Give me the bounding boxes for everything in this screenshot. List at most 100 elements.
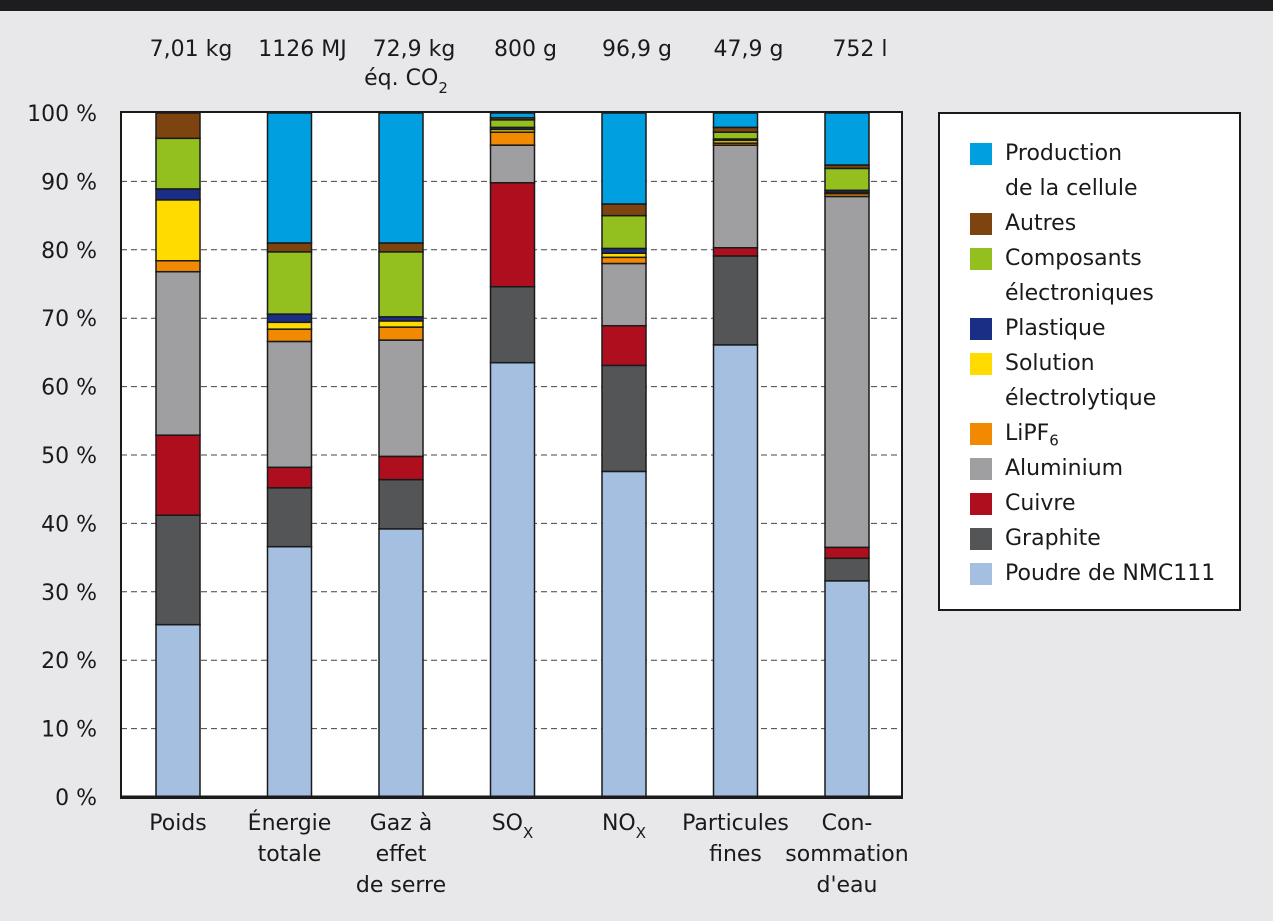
x-category-label: Con-sommation d'eau xyxy=(785,811,908,898)
y-tick-label: 10 % xyxy=(41,718,97,743)
x-category-label: SOX xyxy=(492,811,534,842)
bar-segment xyxy=(266,545,313,798)
bar-segment xyxy=(824,195,870,549)
bar-segment xyxy=(266,313,313,324)
bar-segment xyxy=(155,199,201,262)
legend-label: Production de la cellule xyxy=(1005,141,1138,201)
bar-segment xyxy=(378,326,424,341)
y-tick-label: 30 % xyxy=(41,581,97,606)
bar-segment xyxy=(266,321,313,330)
bar-segment xyxy=(601,203,647,217)
y-tick-label: 70 % xyxy=(41,307,97,332)
legend-label: Composants électroniques xyxy=(1005,246,1154,306)
bar-total-label: 96,9 g xyxy=(602,37,672,62)
bar-segment xyxy=(266,466,313,489)
legend-label: Poudre de NMC111 xyxy=(1005,561,1216,586)
bar-segment xyxy=(266,112,313,244)
bar-segment xyxy=(378,320,424,328)
bar-segment xyxy=(378,528,424,798)
legend-label: Plastique xyxy=(1005,316,1106,341)
bar-segment xyxy=(155,259,201,273)
bar-segment xyxy=(489,131,536,146)
bar-segment xyxy=(824,580,870,798)
x-category-label: Énergie totale xyxy=(248,810,332,867)
x-category-label: Particules fines xyxy=(682,811,789,867)
bar-segment xyxy=(824,557,870,582)
bar-segment xyxy=(601,262,647,327)
bar-segment xyxy=(712,255,759,346)
bar-segment xyxy=(266,340,313,469)
bar-total-label: 47,9 g xyxy=(714,37,784,62)
bar-segment xyxy=(601,112,647,205)
bar-segment xyxy=(266,242,313,253)
bar-segment xyxy=(378,112,424,244)
bar-segment xyxy=(601,256,647,265)
x-category-label: Gaz à effet de serre xyxy=(356,811,446,898)
y-tick-label: 100 % xyxy=(27,102,97,127)
legend-swatch xyxy=(970,423,992,445)
legend-label: Solution électrolytique xyxy=(1005,351,1157,411)
bar-segment xyxy=(489,182,536,288)
bar-segment xyxy=(601,324,647,367)
top-bar xyxy=(0,0,1273,11)
bar-segment xyxy=(378,242,424,253)
legend-swatch xyxy=(970,213,992,235)
bar-total-label: 800 g xyxy=(494,37,557,62)
legend: Production de la cellule Autres Composants é… xyxy=(938,112,1241,611)
bar-segment xyxy=(824,167,870,192)
y-tick-label: 80 % xyxy=(41,239,97,264)
bar-segment xyxy=(155,623,201,798)
legend-label: Cuivre xyxy=(1005,491,1076,516)
bar-segment xyxy=(601,364,647,473)
y-axis-ticks: 0 % 10 % 20 % 30 % 40 % 50 % 60 % 70 % 80 % 90 % 1… xyxy=(27,102,97,811)
bar-segment xyxy=(824,112,870,166)
legend-swatch xyxy=(970,493,992,515)
bar-segment xyxy=(489,144,536,184)
bar-total-label: 7,01 kg xyxy=(150,37,233,62)
bar-segment xyxy=(601,470,647,798)
bar-segment xyxy=(601,214,647,250)
bar-segment xyxy=(712,344,759,798)
legend-swatch xyxy=(970,563,992,585)
bar-segment xyxy=(155,112,201,140)
legend-swatch xyxy=(970,143,992,165)
bar-segment xyxy=(489,285,536,364)
bar-segment xyxy=(155,188,201,201)
x-category-label: NOX xyxy=(602,811,646,842)
y-tick-label: 40 % xyxy=(41,512,97,537)
bar-segment xyxy=(489,112,536,119)
bar-segment xyxy=(266,487,313,548)
bar-totals: 7,01 kg 1126 MJ 72,9 kg éq. CO2 800 g 96,9 g 4… xyxy=(150,37,888,97)
bar-segment xyxy=(155,270,201,436)
x-axis-categories: Poids Énergie totale Gaz à effet de serre SOX N… xyxy=(149,810,908,898)
bar-segment xyxy=(155,514,201,626)
bar-total-label: 72,9 kg éq. CO2 xyxy=(364,37,455,97)
bar-segment xyxy=(712,112,759,129)
bar-segment xyxy=(378,455,424,481)
y-tick-label: 60 % xyxy=(41,376,97,401)
bar-segment xyxy=(266,328,313,343)
legend-swatch xyxy=(970,458,992,480)
y-tick-label: 0 % xyxy=(55,786,97,811)
bar-segment xyxy=(712,131,759,140)
legend-swatch xyxy=(970,528,992,550)
x-category-label: Poids xyxy=(149,811,206,836)
legend-swatch xyxy=(970,248,992,270)
bar-segment xyxy=(378,251,424,318)
bar-segment xyxy=(378,339,424,458)
bar-segment xyxy=(489,119,536,129)
bar-segment xyxy=(155,434,201,516)
legend-swatch xyxy=(970,353,992,375)
bar-segment xyxy=(712,144,759,249)
y-tick-label: 90 % xyxy=(41,170,97,195)
y-tick-label: 50 % xyxy=(41,444,97,469)
bar-segment xyxy=(378,478,424,530)
bar-segment xyxy=(155,137,201,190)
bar-total-label: 1126 MJ xyxy=(258,37,346,62)
legend-label: LiPF6 xyxy=(1005,421,1059,450)
legend-label: Graphite xyxy=(1005,526,1101,551)
bar-segment xyxy=(266,251,313,315)
bar-segment xyxy=(489,361,536,798)
legend-swatch xyxy=(970,318,992,340)
